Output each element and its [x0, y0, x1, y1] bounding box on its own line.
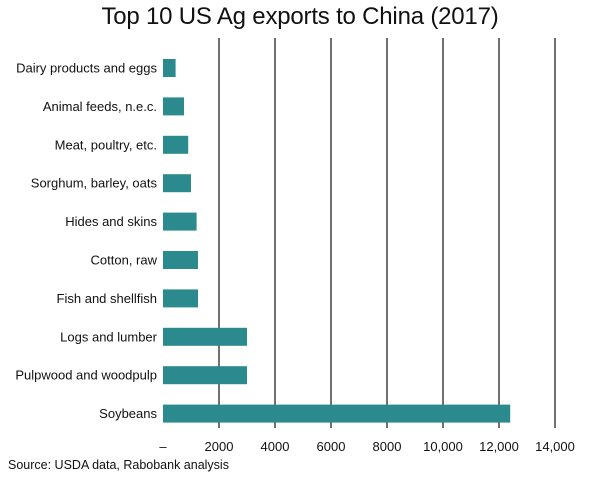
category-label-2: Meat, poultry, etc. — [55, 137, 157, 152]
bar-8 — [163, 366, 247, 385]
x-tick-label-3: 6000 — [317, 439, 346, 454]
gridlines — [218, 38, 556, 428]
category-label-6: Fish and shellfish — [57, 291, 157, 306]
bar-0 — [163, 59, 176, 77]
category-label-8: Pulpwood and woodpulp — [15, 368, 157, 383]
bar-3 — [163, 174, 191, 193]
x-tick-label-2: 4000 — [261, 439, 290, 454]
x-tick-label-5: 10,000 — [423, 439, 463, 454]
chart-title: Top 10 US Ag exports to China (2017) — [101, 3, 499, 30]
bar-5 — [163, 251, 198, 269]
bars — [163, 59, 511, 423]
category-label-0: Dairy products and eggs — [16, 61, 157, 76]
category-labels: Dairy products and eggs Animal feeds, n.e… — [15, 61, 157, 422]
x-tick-label-0: – — [159, 439, 167, 454]
category-label-5: Cotton, raw — [91, 253, 158, 268]
category-label-1: Animal feeds, n.e.c. — [43, 99, 157, 114]
bar-4 — [163, 212, 197, 231]
bar-1 — [163, 97, 184, 116]
category-label-9: Soybeans — [99, 406, 157, 421]
category-label-4: Hides and skins — [65, 214, 157, 229]
source-note: Source: USDA data, Rabobank analysis — [8, 458, 229, 472]
x-tick-label-7: 14,000 — [535, 439, 575, 454]
x-tick-label-1: 2000 — [205, 439, 234, 454]
bar-2 — [163, 135, 189, 154]
x-axis-tick-labels: – 2000 4000 6000 8000 10,000 12,000 14,000 — [159, 439, 575, 454]
bar-7 — [163, 327, 247, 346]
x-tick-label-6: 12,000 — [479, 439, 519, 454]
bar-9 — [163, 404, 511, 423]
bar-6 — [163, 289, 198, 308]
x-tick-label-4: 8000 — [373, 439, 402, 454]
category-label-3: Sorghum, barley, oats — [31, 176, 158, 191]
category-label-7: Logs and lumber — [60, 329, 158, 344]
